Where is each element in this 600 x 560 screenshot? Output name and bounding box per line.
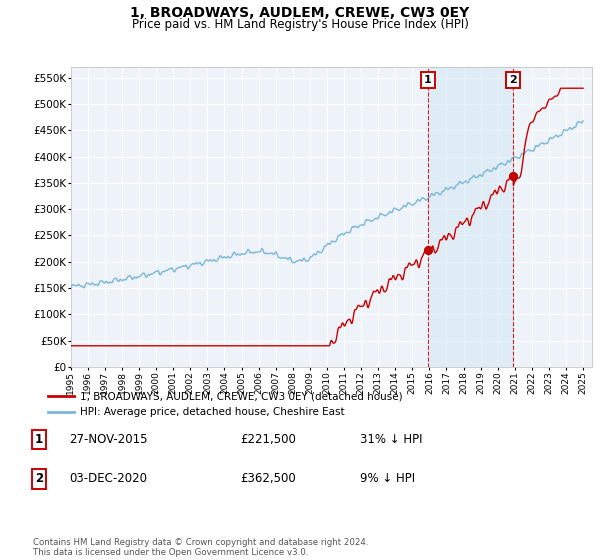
Text: 03-DEC-2020: 03-DEC-2020 [69, 472, 147, 486]
Text: 1: 1 [35, 433, 43, 446]
Bar [428, 67, 514, 367]
Text: £221,500: £221,500 [240, 433, 296, 446]
Text: 1, BROADWAYS, AUDLEM, CREWE, CW3 0EY: 1, BROADWAYS, AUDLEM, CREWE, CW3 0EY [130, 6, 470, 20]
Text: 27-NOV-2015: 27-NOV-2015 [69, 433, 148, 446]
Text: Price paid vs. HM Land Registry's House Price Index (HPI): Price paid vs. HM Land Registry's House … [131, 18, 469, 31]
Text: 2: 2 [35, 472, 43, 486]
Text: 9% ↓ HPI: 9% ↓ HPI [360, 472, 415, 486]
Text: 1: 1 [424, 74, 432, 85]
Text: 31% ↓ HPI: 31% ↓ HPI [360, 433, 422, 446]
Text: Contains HM Land Registry data © Crown copyright and database right 2024.
This d: Contains HM Land Registry data © Crown c… [33, 538, 368, 557]
Text: £362,500: £362,500 [240, 472, 296, 486]
Legend: 1, BROADWAYS, AUDLEM, CREWE, CW3 0EY (detached house), HPI: Average price, detac: 1, BROADWAYS, AUDLEM, CREWE, CW3 0EY (de… [43, 388, 407, 421]
Text: 2: 2 [509, 74, 517, 85]
